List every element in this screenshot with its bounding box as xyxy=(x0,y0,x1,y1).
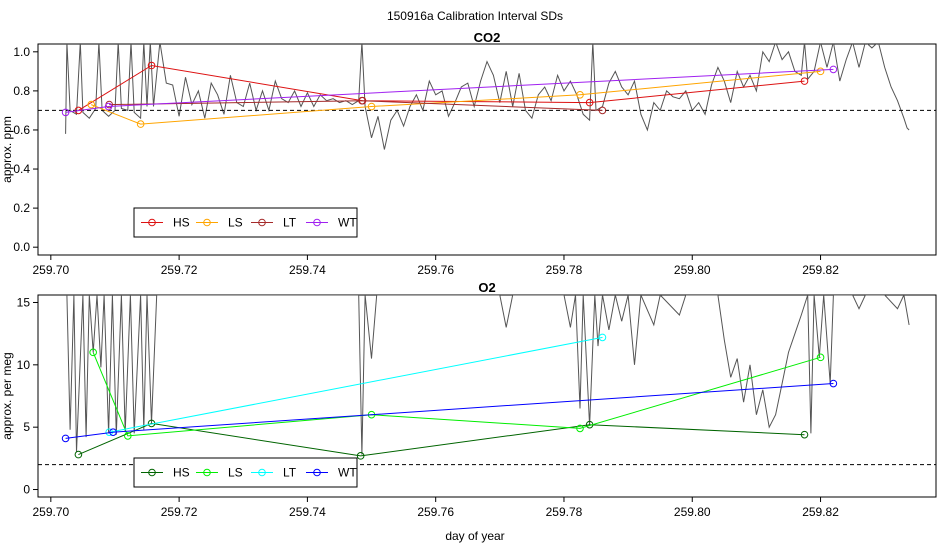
o2-panel-title: O2 xyxy=(478,280,495,295)
o2-legend-label-lt: LT xyxy=(283,466,297,480)
co2-y-tick-label: 0.6 xyxy=(13,123,30,137)
o2-trace-line xyxy=(66,295,910,455)
co2-series-ls-line xyxy=(91,70,821,125)
co2-legend-label-hs: HS xyxy=(173,216,190,230)
o2-series-hs-point xyxy=(74,450,83,459)
co2-y-tick-label: 0.4 xyxy=(13,162,30,176)
co2-trace-line xyxy=(65,44,910,150)
co2-series-wt-line xyxy=(65,68,834,113)
co2-series-lt-point xyxy=(358,96,366,105)
co2-series-ls-point xyxy=(87,100,96,109)
o2-legend-marker-lt xyxy=(258,468,266,477)
co2-y-axis-label: approx. ppm xyxy=(0,116,14,183)
co2-y-tick-label: 1.0 xyxy=(13,45,30,59)
co2-y-tick-label: 0.8 xyxy=(13,84,30,98)
co2-legend-marker-hs xyxy=(148,218,156,227)
co2-x-tick-label: 259.78 xyxy=(546,263,583,277)
co2-y-tick-label: 0.0 xyxy=(13,240,30,254)
co2-series-lt-line xyxy=(109,100,603,111)
co2-legend-label-ls: LS xyxy=(228,216,243,230)
co2-x-tick-label: 259.72 xyxy=(161,263,198,277)
o2-x-tick-label: 259.82 xyxy=(802,505,839,519)
o2-legend-marker-ls xyxy=(203,468,211,477)
co2-x-tick-label: 259.82 xyxy=(802,263,839,277)
co2-legend-marker-lt xyxy=(258,218,266,227)
co2-legend-label-lt: LT xyxy=(283,216,297,230)
o2-series-ls-point xyxy=(89,348,97,357)
co2-series-wt-point xyxy=(104,102,113,111)
co2-panel-title: CO2 xyxy=(474,30,501,45)
co2-plot-frame xyxy=(37,43,937,256)
co2-legend-label-wt: WT xyxy=(338,216,357,230)
o2-legend-label-wt: WT xyxy=(338,466,357,480)
o2-series-lt-point xyxy=(598,333,607,342)
o2-x-tick-label: 259.76 xyxy=(417,505,454,519)
co2-series-lt-point xyxy=(598,106,607,115)
o2-legend-label-hs: HS xyxy=(173,466,190,480)
co2-legend: HS LS LT WT xyxy=(133,207,358,238)
x-axis-label: day of year xyxy=(445,529,504,543)
co2-series-hs-point xyxy=(147,61,156,70)
o2-series-lt-line xyxy=(109,336,603,433)
o2-legend-marker-hs xyxy=(148,468,156,477)
o2-y-tick-label: 0 xyxy=(23,483,30,497)
o2-panel: O2 0 5 10 15 259.70 259.72 259.74 259.76 259.78 25… xyxy=(0,280,937,519)
o2-x-tick-label: 259.70 xyxy=(32,505,69,519)
co2-series-ls-point xyxy=(136,120,145,128)
o2-legend-marker-wt xyxy=(313,468,321,477)
o2-series-ls-point xyxy=(576,424,584,433)
co2-legend-marker-wt xyxy=(313,218,321,227)
co2-series-ls-point xyxy=(816,67,825,76)
co2-series-hs-point xyxy=(585,98,594,107)
o2-series-wt-point xyxy=(61,434,70,443)
co2-x-tick-label: 259.74 xyxy=(289,263,326,277)
o2-series-wt-point xyxy=(829,379,838,388)
o2-legend-label-ls: LS xyxy=(228,466,243,480)
co2-legend-marker-ls xyxy=(203,218,211,227)
o2-legend: HS LS LT WT xyxy=(133,457,358,488)
o2-series-ls-point xyxy=(816,353,825,362)
o2-x-tick-label: 259.74 xyxy=(289,505,326,519)
o2-y-tick-label: 10 xyxy=(17,358,31,372)
co2-panel: CO2 0.0 0.2 0.4 0.6 0.8 1.0 259.70 259.72 259.74 2… xyxy=(0,30,937,277)
o2-y-axis-label: approx. per meg xyxy=(0,352,14,439)
co2-series-hs-point xyxy=(800,77,809,85)
o2-x-tick-label: 259.72 xyxy=(161,505,198,519)
figure-title: 150916a Calibration Interval SDs xyxy=(387,9,563,23)
co2-series-wt-point xyxy=(829,65,838,74)
co2-series-ls-point xyxy=(576,90,584,99)
co2-x-tick-label: 259.80 xyxy=(674,263,711,277)
co2-x-tick-label: 259.76 xyxy=(417,263,454,277)
o2-series-hs-line xyxy=(78,422,805,457)
o2-y-tick-label: 5 xyxy=(23,420,30,434)
co2-series-ls-point xyxy=(367,102,376,111)
o2-series-wt-line xyxy=(65,383,834,439)
co2-series-wt-point xyxy=(61,108,70,117)
co2-y-tick-label: 0.2 xyxy=(13,201,30,215)
o2-series-wt-point xyxy=(109,428,117,436)
o2-series-hs-point xyxy=(356,452,365,460)
o2-series-hs-point xyxy=(800,430,809,439)
o2-x-tick-label: 259.78 xyxy=(546,505,583,519)
o2-x-tick-label: 259.80 xyxy=(674,505,711,519)
co2-x-tick-label: 259.70 xyxy=(32,263,69,277)
o2-series-ls-point xyxy=(124,432,132,440)
o2-y-tick-label: 15 xyxy=(17,295,31,309)
